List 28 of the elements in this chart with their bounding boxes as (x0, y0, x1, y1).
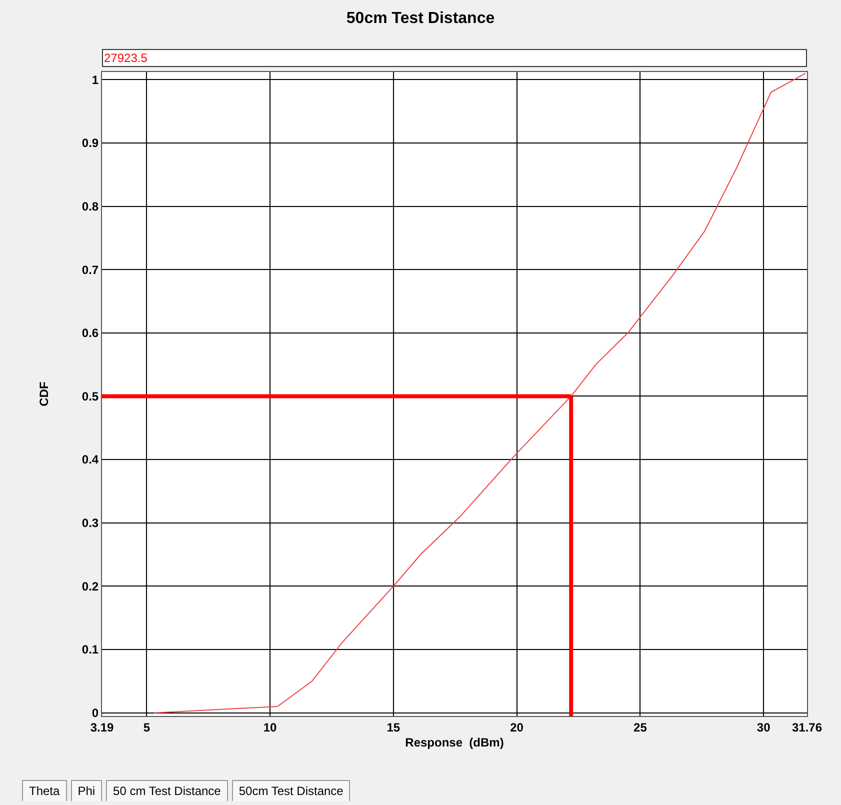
x-tick-label: 31.76 (792, 720, 822, 734)
y-tick-label: 0.5 (82, 389, 99, 404)
tab: Phi (70, 780, 102, 801)
x-tick-label: 3.19 (90, 720, 114, 734)
y-tick-label: 0.6 (82, 326, 99, 340)
x-tick-label: 30 (756, 720, 771, 734)
y-tick-label: 1 (92, 72, 99, 87)
y-tick-label: 0.3 (82, 516, 99, 530)
y-tick-label: 0.9 (82, 136, 99, 150)
tab: Theta (22, 780, 67, 801)
x-tick-label: 25 (634, 720, 648, 734)
y-tick-label: 0 (92, 706, 99, 720)
tab: 50cm Test Distance (232, 780, 350, 801)
x-tick-label: 15 (386, 720, 400, 734)
y-tick-label: 0.4 (82, 452, 99, 467)
x-tick-label: 10 (263, 720, 278, 734)
y-tick-label: 0.8 (82, 199, 99, 214)
y-tick-label: 0.2 (82, 579, 99, 594)
x-axis-title: Response (dBm) (405, 735, 504, 750)
tab: 50 cm Test Distance (106, 780, 228, 801)
text: 27923.5 (104, 51, 148, 65)
x-tick-label: 20 (510, 720, 524, 734)
y-tick-label: 0.7 (82, 262, 99, 277)
x-tick-label: 5 (143, 720, 150, 734)
y-tick-label: 0.1 (82, 642, 99, 657)
y-axis-title: CDF (37, 382, 52, 406)
chart-title: 50cm Test Distance (346, 10, 495, 27)
line-series (154, 72, 806, 714)
